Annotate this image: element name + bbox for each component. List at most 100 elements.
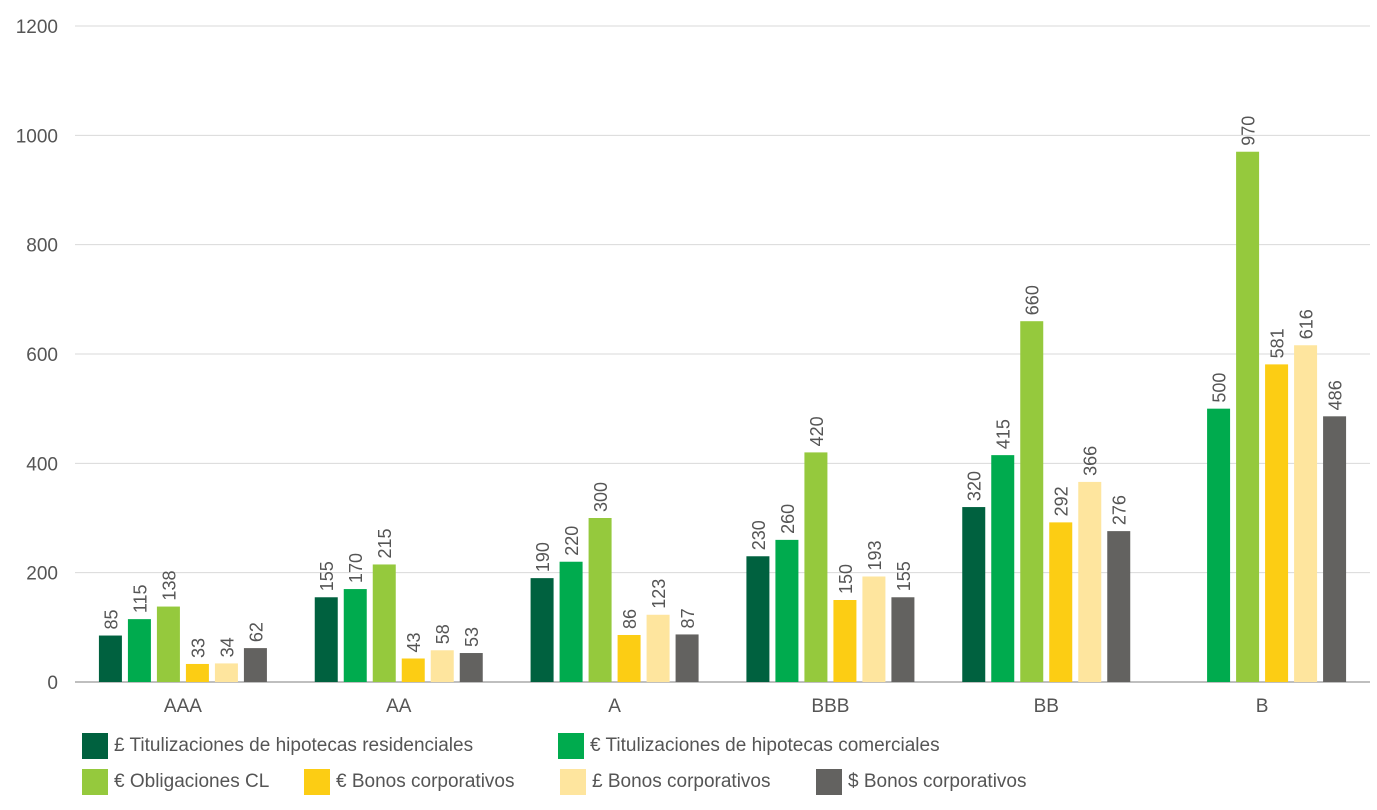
y-tick-label: 200 xyxy=(26,564,58,585)
data-label: 53 xyxy=(462,627,482,647)
bar xyxy=(314,597,338,682)
legend-item: £ Titulizaciones de hipotecas residencia… xyxy=(82,733,473,759)
x-tick-label: B xyxy=(1256,696,1269,717)
y-tick-label: 1000 xyxy=(16,126,58,147)
data-label: 616 xyxy=(1297,309,1317,339)
data-label: 86 xyxy=(620,609,640,629)
data-label: 58 xyxy=(433,624,453,644)
bar xyxy=(1265,364,1289,682)
legend-swatch xyxy=(558,733,584,759)
bar xyxy=(588,518,612,682)
data-label: 193 xyxy=(865,540,885,570)
data-label: 220 xyxy=(562,526,582,556)
y-tick-label: 0 xyxy=(47,673,58,694)
bar xyxy=(1236,151,1260,682)
x-tick-label: AAA xyxy=(164,696,202,717)
bar xyxy=(617,634,641,682)
data-label: 486 xyxy=(1326,380,1346,410)
data-label: 320 xyxy=(965,471,985,501)
data-label: 170 xyxy=(346,553,366,583)
data-label: 34 xyxy=(217,637,237,657)
bar xyxy=(459,653,483,682)
bar xyxy=(675,634,699,682)
data-label: 415 xyxy=(994,419,1014,449)
bar xyxy=(1107,531,1131,682)
legend-item: £ Bonos corporativos xyxy=(560,769,771,795)
y-tick-label: 600 xyxy=(26,345,58,366)
x-tick-label: BB xyxy=(1034,696,1059,717)
data-label: 260 xyxy=(778,504,798,534)
data-label: 155 xyxy=(317,561,337,591)
bar xyxy=(891,597,915,682)
bar xyxy=(804,452,828,682)
data-label: 43 xyxy=(404,632,424,652)
data-label: 500 xyxy=(1210,373,1230,403)
bar xyxy=(127,619,151,682)
legend-swatch xyxy=(560,769,586,795)
bar xyxy=(430,650,454,682)
bar xyxy=(1078,481,1102,682)
data-label: 660 xyxy=(1023,285,1043,315)
x-tick-label: A xyxy=(608,696,621,717)
y-tick-label: 1200 xyxy=(16,17,58,38)
data-label: 970 xyxy=(1239,116,1259,146)
data-label: 33 xyxy=(188,638,208,658)
bar xyxy=(991,455,1015,682)
data-label: 366 xyxy=(1081,446,1101,476)
legend-swatch xyxy=(816,769,842,795)
bar xyxy=(401,658,425,682)
bar xyxy=(1049,522,1073,682)
bar xyxy=(530,578,554,682)
data-label: 115 xyxy=(130,584,150,613)
bar xyxy=(214,663,238,682)
bar xyxy=(98,635,122,682)
bar xyxy=(1207,408,1231,682)
bar xyxy=(372,564,396,682)
bar xyxy=(243,648,267,682)
bar xyxy=(862,576,886,682)
bar xyxy=(1020,321,1044,682)
bar xyxy=(746,556,770,682)
legend-swatch xyxy=(82,769,108,795)
data-label: 150 xyxy=(836,564,856,594)
data-label: 581 xyxy=(1268,328,1288,358)
legend-label: € Bonos corporativos xyxy=(336,771,515,792)
bar xyxy=(1294,345,1318,682)
bar xyxy=(156,606,180,682)
data-label: 190 xyxy=(533,542,553,572)
data-label: 292 xyxy=(1052,486,1072,516)
bar xyxy=(646,614,670,682)
legend-item: $ Bonos corporativos xyxy=(816,769,1027,795)
y-tick-label: 800 xyxy=(26,236,58,257)
data-label: 230 xyxy=(749,520,769,550)
bar xyxy=(185,663,209,682)
data-label: 300 xyxy=(591,482,611,512)
bar xyxy=(775,539,799,682)
bar xyxy=(343,589,367,682)
data-label: 138 xyxy=(159,571,179,601)
legend-item: € Obligaciones CL xyxy=(82,769,269,795)
data-label: 155 xyxy=(894,561,914,591)
x-tick-label: BBB xyxy=(811,696,849,717)
legend-label: € Obligaciones CL xyxy=(114,771,270,792)
bar xyxy=(559,561,583,682)
data-label: 87 xyxy=(678,608,698,628)
data-label: 276 xyxy=(1110,495,1130,525)
y-tick-label: 400 xyxy=(26,454,58,475)
legend-label: £ Titulizaciones de hipotecas residencia… xyxy=(114,735,474,756)
bar xyxy=(1323,416,1347,682)
x-tick-label: AA xyxy=(386,696,412,717)
data-label: 85 xyxy=(101,610,121,630)
legend-item: € Titulizaciones de hipotecas comerciale… xyxy=(558,733,940,759)
legend-label: € Titulizaciones de hipotecas comerciale… xyxy=(590,735,940,756)
data-label: 215 xyxy=(375,528,395,558)
bar xyxy=(833,600,857,682)
data-label: 420 xyxy=(807,416,827,446)
legend-swatch xyxy=(304,769,330,795)
bar xyxy=(962,507,986,682)
data-label: 62 xyxy=(246,622,266,642)
legend-label: $ Bonos corporativos xyxy=(848,771,1027,792)
legend-label: £ Bonos corporativos xyxy=(592,771,771,792)
legend-item: € Bonos corporativos xyxy=(304,769,515,795)
